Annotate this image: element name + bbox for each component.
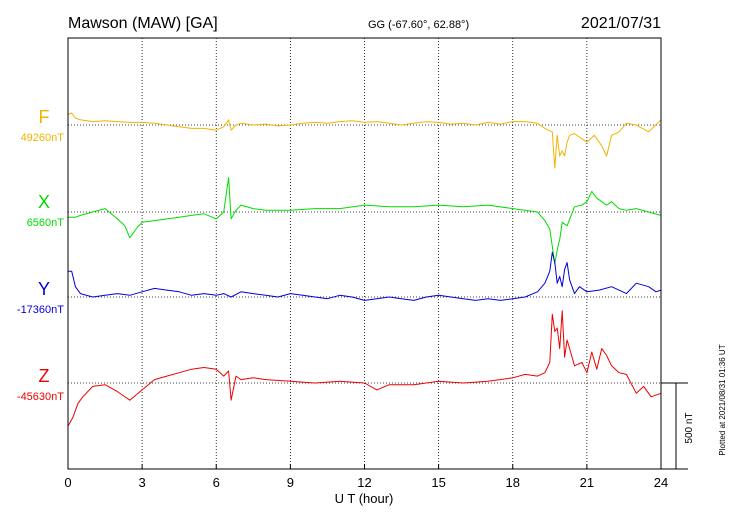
station-title: Mawson (MAW) [GA] — [68, 15, 218, 32]
grid-lines — [68, 38, 661, 469]
x-tick-label: 9 — [287, 475, 294, 490]
series-baseline-f: 49260nT — [21, 132, 65, 144]
series-line-z — [67, 310, 662, 427]
x-tick-label: 24 — [654, 475, 668, 490]
chart-date: 2021/07/31 — [581, 15, 661, 32]
series-line-x — [68, 177, 662, 265]
series-line-f — [67, 112, 662, 169]
x-tick-label: 18 — [506, 475, 520, 490]
x-axis-label: U T (hour) — [335, 491, 394, 506]
x-tick-label: 3 — [139, 475, 146, 490]
x-tick-label: 0 — [64, 475, 71, 490]
series-name-z: Z — [39, 366, 50, 386]
series-baseline-x: 6560nT — [27, 217, 65, 229]
series-name-x: X — [38, 192, 50, 212]
series-name-y: Y — [38, 279, 50, 299]
series-lines — [67, 112, 662, 427]
scale-bar: 500 nT — [661, 382, 695, 470]
x-tick-label: 6 — [213, 475, 220, 490]
series-baseline-z: -45630nT — [17, 391, 64, 403]
scale-bar-label: 500 nT — [684, 412, 695, 443]
x-tick-label: 21 — [580, 475, 594, 490]
series-name-f: F — [39, 107, 50, 127]
x-ticks: 0 3 6 9 12 15 18 21 24 — [64, 464, 668, 490]
geo-coords: GG (-67.60°, 62.88°) — [368, 19, 469, 31]
series-baseline-y: -17360nT — [17, 304, 64, 316]
x-tick-label: 12 — [357, 475, 371, 490]
series-labels: F 49260nT X 6560nT Y -17360nT Z -45630nT — [17, 107, 64, 403]
series-line-y — [68, 251, 662, 301]
x-tick-label: 15 — [431, 475, 445, 490]
plotted-at-note: Plotted at 2021/08/31 01:36 UT — [718, 344, 727, 455]
